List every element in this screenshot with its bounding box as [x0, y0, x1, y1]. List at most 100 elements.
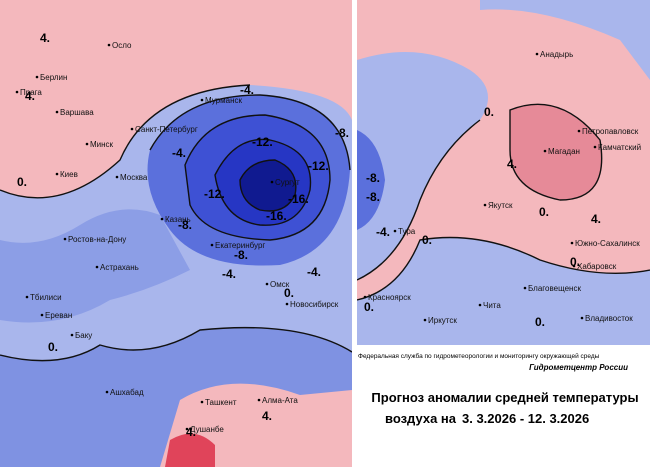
city-dot: [572, 264, 576, 268]
city-dot: [185, 427, 189, 431]
period-prefix: воздуха на: [385, 411, 457, 426]
city-label: Душанбе: [190, 425, 224, 434]
contour-label: 4.: [186, 425, 196, 439]
city-dot: [543, 149, 547, 153]
contour-label: 0.: [484, 105, 494, 119]
city-label: Ереван: [45, 311, 72, 320]
city-label: Омск: [270, 280, 290, 289]
city-dot: [210, 243, 214, 247]
city-label: Ростов-на-Дону: [68, 235, 126, 244]
city-label: Тбилиси: [30, 293, 62, 302]
city-label: Камчатский: [598, 143, 641, 152]
city-dot: [40, 313, 44, 317]
contour-label: -12.: [308, 159, 329, 173]
city-label: Анадырь: [540, 50, 573, 59]
city-label: Киев: [60, 170, 78, 179]
city-dot: [535, 52, 539, 56]
contour-label: 0.: [535, 315, 545, 329]
contour-label: -4.: [240, 83, 254, 97]
city-label: Якутск: [488, 201, 513, 210]
city-dot: [423, 318, 427, 322]
city-dot: [577, 129, 581, 133]
city-dot: [270, 180, 274, 184]
city-label: Мурманск: [205, 96, 242, 105]
city-dot: [25, 295, 29, 299]
city-dot: [15, 90, 19, 94]
contour-label: 0.: [48, 340, 58, 354]
city-label: Хабаровск: [577, 262, 617, 271]
city-dot: [85, 142, 89, 146]
caption-title: Прогноз аномалии средней температуры: [371, 390, 638, 405]
city-dot: [63, 237, 67, 241]
contour-label: -16.: [266, 209, 287, 223]
city-label: Чита: [483, 301, 501, 310]
city-dot: [580, 316, 584, 320]
center: Гидрометцентр России: [529, 363, 628, 372]
contour-label: -8.: [366, 190, 380, 204]
city-label: Астрахань: [100, 263, 139, 272]
city-dot: [95, 265, 99, 269]
contour-label: 0.: [364, 300, 374, 314]
contour-label: 0.: [422, 233, 432, 247]
city-dot: [55, 110, 59, 114]
city-label: Владивосток: [585, 314, 633, 323]
contour-label: -4.: [376, 225, 390, 239]
city-dot: [55, 172, 59, 176]
city-label: Баку: [75, 331, 92, 340]
agency: Федеральная служба по гидрометеорологии …: [358, 352, 600, 360]
city-label: Петропавловск: [582, 127, 639, 136]
city-label: Минск: [90, 140, 114, 149]
city-label: Благовещенск: [528, 284, 581, 293]
city-dot: [593, 145, 597, 149]
city-label: Сургут: [275, 178, 300, 187]
city-label: Осло: [112, 41, 132, 50]
city-label: Иркутск: [428, 316, 457, 325]
contour-label: 4.: [25, 89, 35, 103]
city-label: Москва: [120, 173, 148, 182]
city-dot: [200, 400, 204, 404]
contour-label: 4.: [262, 409, 272, 423]
city-label: Екатеринбург: [215, 241, 265, 250]
city-label: Берлин: [40, 73, 67, 82]
city-dot: [70, 333, 74, 337]
contour-label: -8.: [366, 171, 380, 185]
city-label: Казань: [165, 215, 191, 224]
city-dot: [393, 229, 397, 233]
city-label: Тура: [398, 227, 416, 236]
city-label: Ташкент: [205, 398, 237, 407]
city-label: Прага: [20, 88, 42, 97]
contour-label: -16.: [288, 192, 309, 206]
city-label: Варшава: [60, 108, 94, 117]
city-label: Южно-Сахалинск: [575, 239, 640, 248]
left-map: [0, 0, 352, 467]
contour-label: -12.: [252, 135, 273, 149]
contour-label: -12.: [204, 187, 225, 201]
contour-label: 0.: [17, 175, 27, 189]
period: 3. 3.2026 - 12. 3.2026: [462, 411, 589, 426]
contour-label: -8.: [178, 218, 192, 232]
city-dot: [160, 217, 164, 221]
city-dot: [257, 398, 261, 402]
city-label: Красноярск: [368, 293, 411, 302]
city-dot: [363, 295, 367, 299]
city-label: Алма-Ата: [262, 396, 298, 405]
city-dot: [483, 203, 487, 207]
contour-label: -4.: [172, 146, 186, 160]
city-label: Магадан: [548, 147, 580, 156]
contour-label: 0.: [539, 205, 549, 219]
city-dot: [105, 390, 109, 394]
contour-label: 0.: [284, 286, 294, 300]
city-dot: [285, 302, 289, 306]
city-label: Ашхабад: [110, 388, 144, 397]
city-dot: [130, 127, 134, 131]
city-label: Новосибирск: [290, 300, 339, 309]
city-dot: [523, 286, 527, 290]
contour-label: 0.: [570, 255, 580, 269]
contour-label: -8.: [234, 248, 248, 262]
contour-label: 4.: [40, 31, 50, 45]
city-label: Санкт-Петербург: [135, 125, 198, 134]
right-map: [357, 0, 650, 345]
contour-label: -4.: [222, 267, 236, 281]
city-dot: [265, 282, 269, 286]
